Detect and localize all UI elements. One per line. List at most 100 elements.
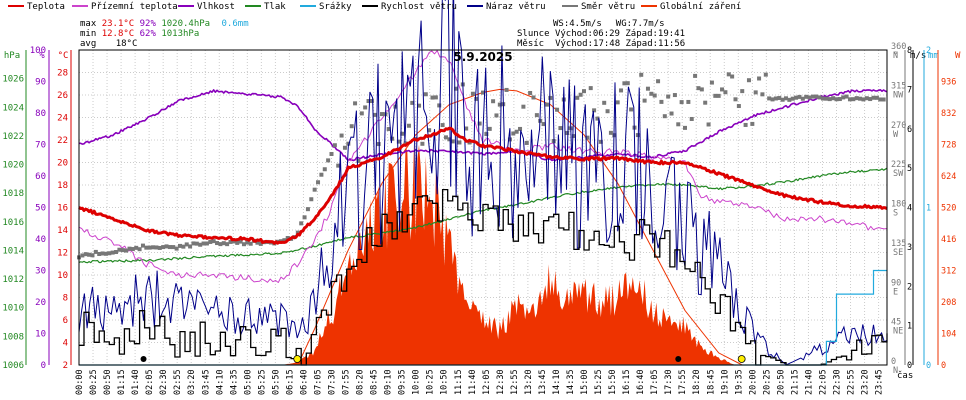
wind-direction-dot bbox=[144, 245, 149, 250]
wind-direction-dot bbox=[332, 143, 337, 148]
wind-direction-dot bbox=[730, 74, 735, 79]
wind-direction-dot bbox=[491, 99, 496, 104]
direction-tick-label: 0 bbox=[891, 357, 896, 367]
wind-direction-dot bbox=[309, 197, 314, 202]
series-temperature bbox=[78, 126, 888, 245]
x-tick-label: 12:30 bbox=[496, 369, 506, 395]
wind-direction-dot bbox=[140, 243, 145, 248]
wind-direction-dot bbox=[497, 102, 502, 107]
wind-direction-dot bbox=[571, 134, 576, 139]
x-tick-label: 21:40 bbox=[804, 369, 814, 395]
direction-tick-label: 135 bbox=[891, 239, 906, 249]
wind-direction-dot bbox=[521, 104, 526, 109]
wind-direction-dot bbox=[481, 90, 485, 95]
wind-direction-dot bbox=[582, 89, 586, 94]
wind-direction-dot bbox=[410, 100, 415, 105]
pressure-tick-label: 1024 bbox=[2, 103, 24, 113]
x-tick-label: 14:10 bbox=[552, 369, 562, 395]
direction-compass-label: NW bbox=[893, 90, 904, 100]
wind-axis-label: m/s bbox=[910, 51, 926, 61]
wind-direction-dot bbox=[854, 96, 859, 101]
wind-direction-dot bbox=[319, 172, 324, 177]
wind-direction-dot bbox=[703, 100, 708, 105]
wind-direction-dot bbox=[514, 129, 519, 134]
x-tick-label: 14:35 bbox=[566, 369, 576, 395]
direction-tick-label: 180 bbox=[891, 200, 906, 210]
wind-direction-dot bbox=[336, 163, 341, 168]
wind-direction-dot bbox=[683, 125, 687, 130]
wind-tick-label: 8 bbox=[907, 46, 912, 56]
radiation-tick-label: 416 bbox=[941, 235, 956, 245]
radiation-axis-label: W bbox=[955, 51, 961, 61]
wind-direction-dot bbox=[720, 87, 725, 92]
wind-direction-dot bbox=[400, 131, 405, 136]
wind-direction-dot bbox=[864, 96, 869, 101]
x-tick-label: 01:15 bbox=[117, 369, 127, 395]
wind-direction-dot bbox=[716, 93, 721, 98]
wind-direction-dot bbox=[316, 180, 321, 185]
temperature-tick-label: 4 bbox=[63, 339, 68, 349]
wind-direction-dot bbox=[868, 97, 873, 102]
wind-direction-dot bbox=[342, 145, 347, 150]
wind-direction-dot bbox=[602, 100, 607, 105]
stats-avg: avg 18°C bbox=[80, 39, 138, 49]
rain-axis-label: mm bbox=[928, 51, 939, 61]
wind-direction-dot bbox=[255, 240, 260, 245]
wind-direction-dot bbox=[103, 251, 108, 256]
wind-tick-label: 2 bbox=[907, 282, 912, 292]
x-tick-label: 15:00 bbox=[580, 369, 590, 395]
wind-direction-dot bbox=[90, 253, 95, 258]
wind-direction-dot bbox=[215, 241, 220, 246]
wind-tick-label: 1 bbox=[907, 322, 912, 332]
wind-direction-dot bbox=[151, 245, 156, 250]
legend-item-ground-temperature: Přízemní teplota bbox=[72, 2, 178, 12]
wind-direction-dot bbox=[245, 240, 250, 245]
moon-times: Měsíc Východ:17:48 Západ:11:56 bbox=[517, 39, 686, 49]
wind-direction-dot bbox=[615, 100, 620, 105]
x-tick-label: 12:55 bbox=[510, 369, 520, 395]
x-tick-label: 05:50 bbox=[271, 369, 281, 395]
radiation-tick-label: 312 bbox=[941, 267, 956, 277]
wind-direction-dot bbox=[595, 116, 600, 121]
wind-direction-dot bbox=[753, 90, 758, 95]
wind-direction-dot bbox=[161, 245, 166, 250]
sunrise-marker bbox=[293, 355, 302, 363]
wind-direction-dot bbox=[645, 86, 650, 91]
wind-direction-dot bbox=[440, 123, 445, 128]
humidity-tick-label: 90 bbox=[35, 78, 46, 88]
x-tick-label: 06:40 bbox=[299, 369, 309, 395]
wind-direction-dot bbox=[363, 105, 368, 110]
wind-direction-dot bbox=[518, 126, 523, 131]
wind-direction-dot bbox=[322, 167, 327, 172]
wind-direction-dot bbox=[773, 96, 778, 101]
wind-direction-dot bbox=[881, 97, 886, 102]
wind-direction-dot bbox=[861, 97, 866, 102]
pressure-tick-label: 1016 bbox=[2, 218, 24, 228]
wind-direction-dot bbox=[258, 241, 263, 246]
wind-direction-dot bbox=[211, 239, 216, 244]
wind-direction-dot bbox=[676, 122, 681, 127]
wind-direction-dot bbox=[184, 242, 189, 247]
wind-direction-dot bbox=[218, 242, 223, 247]
wind-direction-dot bbox=[837, 97, 842, 102]
humidity-tick-label: 20 bbox=[35, 298, 46, 308]
legend-item-rain: Srážky bbox=[300, 2, 352, 12]
wind-direction-dot bbox=[760, 92, 765, 97]
wind-direction-dot bbox=[834, 97, 839, 102]
legend-item-pressure: Tlak bbox=[245, 2, 286, 12]
wind-direction-dot bbox=[810, 94, 815, 99]
humidity-tick-label: 80 bbox=[35, 109, 46, 119]
wind-direction-dot bbox=[686, 99, 691, 104]
temperature-tick-label: 10 bbox=[57, 271, 68, 281]
wind-direction-dot bbox=[592, 108, 597, 113]
wind-direction-dot bbox=[723, 90, 728, 95]
x-tick-label: 16:15 bbox=[622, 369, 632, 395]
x-tick-label: 20:00 bbox=[748, 369, 758, 395]
x-tick-label: 10:25 bbox=[426, 369, 436, 395]
wind-direction-dot bbox=[228, 239, 233, 244]
x-tick-label: 15:50 bbox=[608, 369, 618, 395]
legend-item-humidity: Vlhkost bbox=[178, 2, 235, 12]
wind-direction-dot bbox=[127, 246, 132, 251]
wind-direction-dot bbox=[740, 89, 745, 94]
